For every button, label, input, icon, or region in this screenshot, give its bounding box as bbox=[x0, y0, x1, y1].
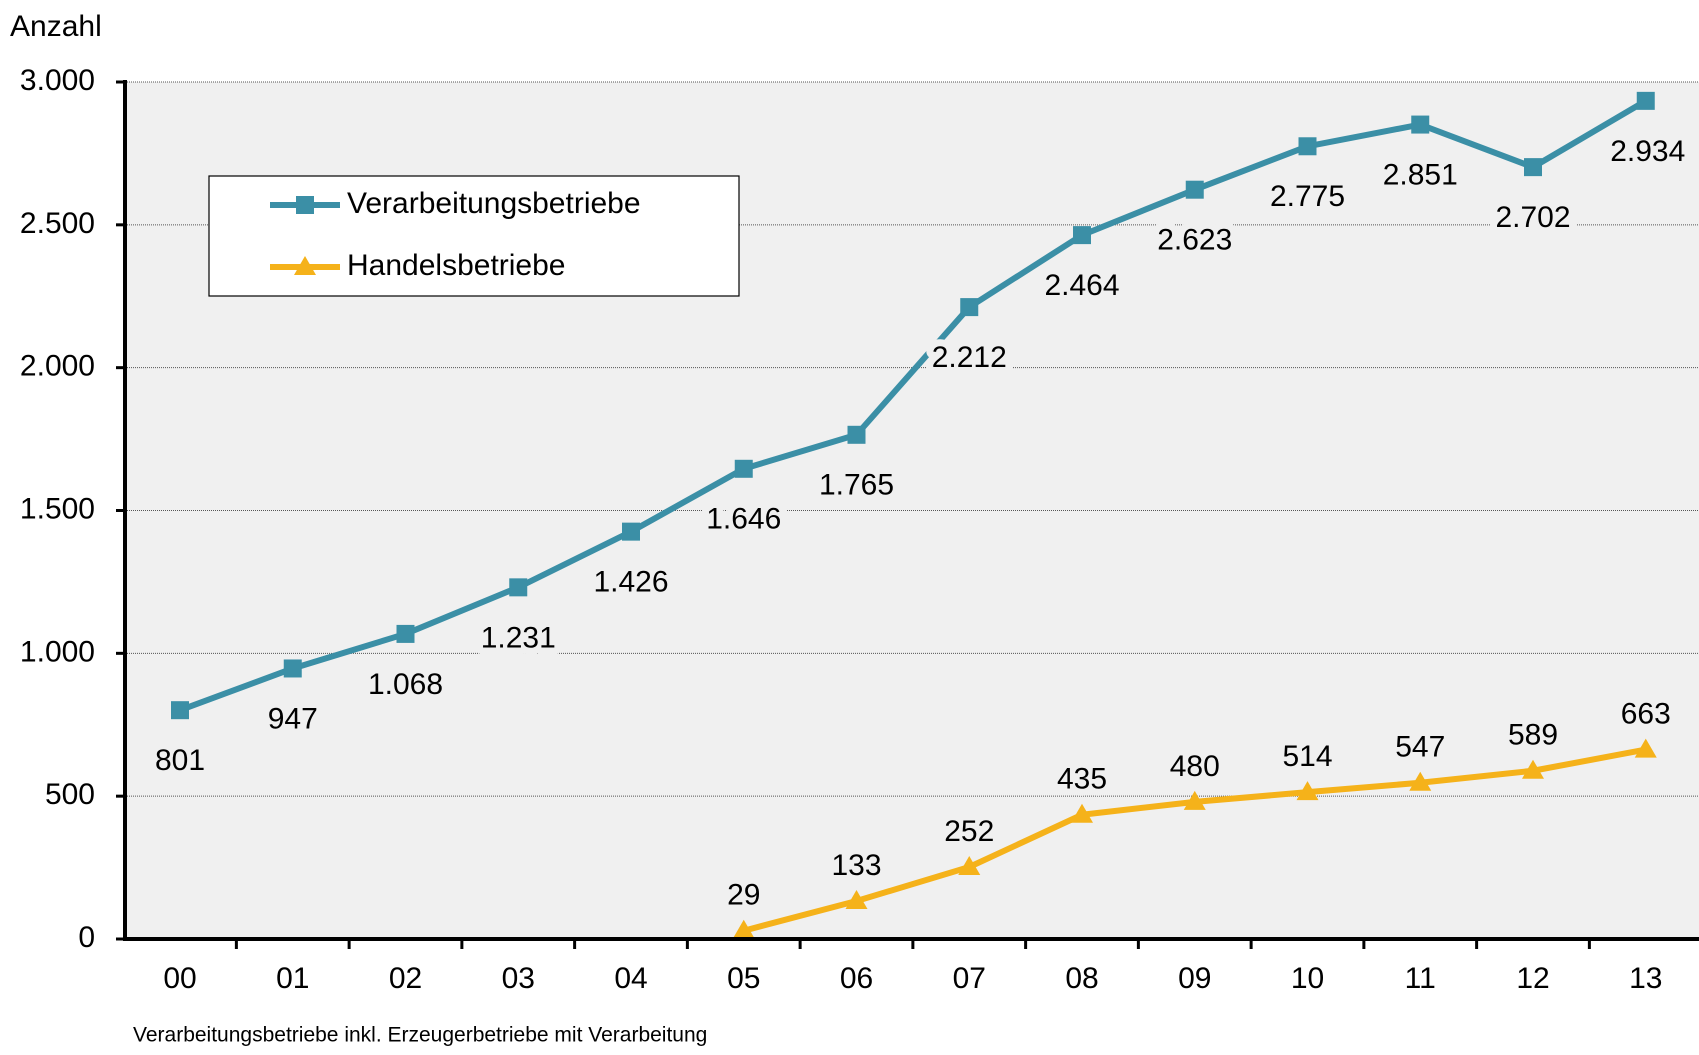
data-label: 2.623 bbox=[1157, 224, 1232, 257]
legend-box bbox=[208, 175, 740, 297]
data-label: 2.212 bbox=[932, 341, 1007, 374]
data-label: 2.851 bbox=[1383, 158, 1458, 191]
data-label: 589 bbox=[1508, 719, 1558, 752]
x-tick-label: 02 bbox=[389, 962, 422, 995]
point bbox=[732, 919, 755, 939]
legend-label: Verarbeitungsbetriebe bbox=[347, 187, 641, 220]
point bbox=[283, 659, 302, 678]
point bbox=[509, 578, 528, 597]
point bbox=[847, 425, 866, 444]
x-tick-label: 12 bbox=[1516, 962, 1549, 995]
x-tick-label: 11 bbox=[1405, 962, 1436, 995]
x-tick-label: 10 bbox=[1291, 962, 1324, 995]
y-tick-label: 500 bbox=[45, 778, 95, 811]
x-tick-label: 09 bbox=[1178, 962, 1211, 995]
data-label: 29 bbox=[727, 879, 760, 912]
x-tick-label: 08 bbox=[1065, 962, 1098, 995]
y-tick-label: 2.000 bbox=[20, 350, 95, 383]
point bbox=[960, 298, 979, 317]
point bbox=[734, 459, 753, 478]
y-tick-label: 1.500 bbox=[20, 492, 95, 525]
y-axis-label: Anzahl bbox=[10, 10, 102, 43]
x-tick-label: 05 bbox=[727, 962, 760, 995]
data-label: 133 bbox=[831, 849, 881, 882]
marks bbox=[171, 91, 1657, 939]
y-tick-label: 2.500 bbox=[20, 207, 95, 240]
point bbox=[1411, 115, 1430, 134]
data-label: 514 bbox=[1282, 740, 1332, 773]
data-label: 2.464 bbox=[1044, 269, 1119, 302]
x-tick-label: 06 bbox=[840, 962, 873, 995]
point bbox=[396, 624, 415, 643]
data-label: 2.934 bbox=[1610, 135, 1685, 168]
data-label: 480 bbox=[1170, 750, 1220, 783]
x-tick-label: 07 bbox=[953, 962, 986, 995]
y-tick-label: 1.000 bbox=[20, 635, 95, 668]
point bbox=[1409, 771, 1432, 791]
data-label: 2.775 bbox=[1270, 180, 1345, 213]
data-label: 1.068 bbox=[368, 668, 443, 701]
point bbox=[1524, 158, 1542, 177]
data-label: 801 bbox=[155, 744, 205, 777]
legend-marker bbox=[296, 196, 314, 214]
x-tick-label: 13 bbox=[1629, 962, 1662, 995]
point bbox=[845, 890, 868, 910]
data-label: 2.702 bbox=[1495, 201, 1570, 234]
x-tick-label: 04 bbox=[614, 962, 647, 995]
data-label: 1.765 bbox=[819, 469, 894, 502]
data-label: 435 bbox=[1057, 763, 1107, 796]
legend-marker bbox=[294, 256, 316, 275]
data-label: 1.231 bbox=[481, 621, 556, 654]
point bbox=[1298, 137, 1317, 156]
legend-label: Handelsbetriebe bbox=[347, 249, 565, 282]
point bbox=[1073, 226, 1091, 245]
x-tick-label: 01 bbox=[276, 962, 309, 995]
point bbox=[171, 701, 189, 720]
point bbox=[1522, 759, 1544, 779]
point bbox=[1071, 803, 1093, 823]
data-label: 947 bbox=[268, 702, 318, 735]
point bbox=[622, 522, 640, 541]
footnote: Verarbeitungsbetriebe inkl. Erzeugerbetr… bbox=[133, 1024, 707, 1047]
point bbox=[1183, 790, 1206, 810]
legend: Verarbeitungsbetriebe Handelsbetriebe bbox=[208, 175, 740, 297]
point bbox=[1636, 91, 1655, 110]
series-line bbox=[178, 98, 1648, 713]
point bbox=[1296, 781, 1319, 801]
x-tick-label: 00 bbox=[163, 962, 196, 995]
data-label: 547 bbox=[1395, 731, 1445, 764]
y-tick-label: 3.000 bbox=[20, 64, 95, 97]
data-label: 252 bbox=[944, 815, 994, 848]
data-label: 1.426 bbox=[593, 566, 668, 599]
point bbox=[958, 856, 981, 876]
data-label: 663 bbox=[1621, 698, 1671, 731]
x-tick-label: 03 bbox=[502, 962, 535, 995]
y-tick-label: 0 bbox=[78, 921, 95, 954]
point bbox=[1634, 738, 1657, 758]
data-label: 1.646 bbox=[706, 503, 781, 536]
point bbox=[1185, 180, 1204, 199]
